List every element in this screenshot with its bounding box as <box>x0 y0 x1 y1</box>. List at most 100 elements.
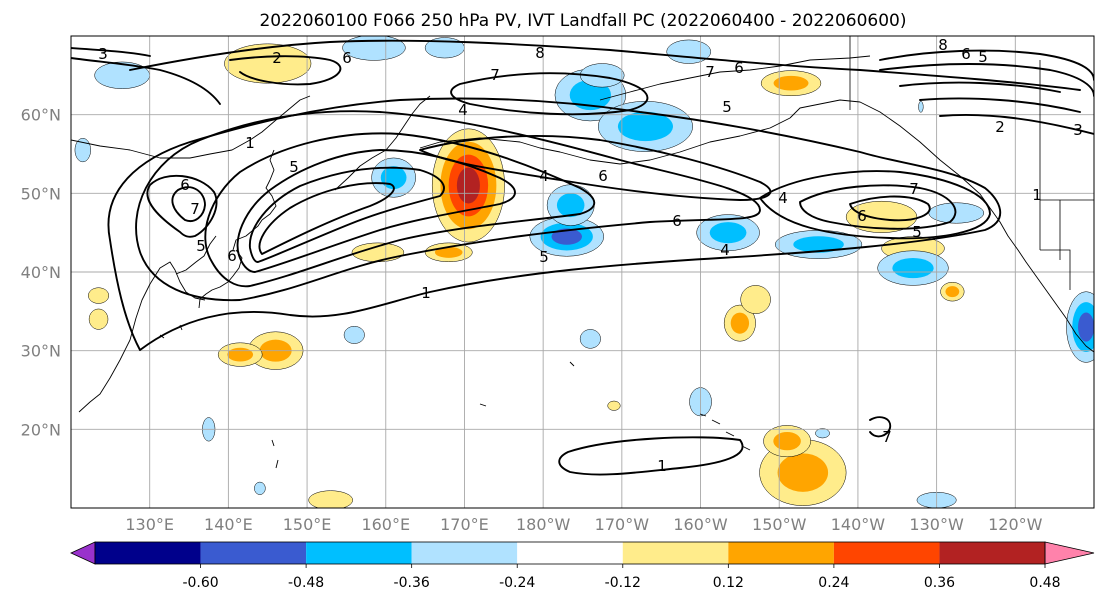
contour-northwest <box>71 47 342 105</box>
lon-tick-label: 170°E <box>440 515 489 534</box>
contour-label: 6 <box>857 207 867 225</box>
contour-1-main <box>107 97 1002 351</box>
lon-tick-label: 130°E <box>125 515 174 534</box>
contour-label: 1 <box>1032 186 1042 204</box>
contour-label: 7 <box>909 180 919 198</box>
colorbar-segment <box>833 542 940 564</box>
lon-tick-label: 170°W <box>595 515 650 534</box>
contour-north-pacific-ring <box>419 134 772 201</box>
pv-anomaly-area-11-level-2 <box>773 75 809 91</box>
contour-low-west-inner <box>171 186 206 222</box>
pv-anomaly-area-27-level-2 <box>793 236 844 253</box>
lon-tick-label: 120°W <box>988 515 1043 534</box>
colorbar-segment <box>728 542 834 564</box>
pv-anomaly-area-16-level-1 <box>88 308 109 330</box>
longitude-tick-labels: 130°E 140°E 150°E 160°E 170°E 180°W 170°W 160°W… <box>125 515 1042 534</box>
colorbar-segment <box>306 542 412 564</box>
contour-label: 2 <box>995 118 1005 136</box>
pv-anomaly-area-34-level-1 <box>666 39 712 64</box>
contour-northeast <box>879 49 1094 135</box>
pv-anomaly-area-29-level-3 <box>1078 312 1094 342</box>
pv-anomaly-area-15-level-1 <box>88 287 110 304</box>
pv-anomaly-area-31-level-1 <box>342 36 406 61</box>
coastline-russia <box>71 95 311 221</box>
pv-anomaly-area-0-level-4 <box>456 167 480 204</box>
pv-anomaly-area-25-level-2 <box>617 111 673 142</box>
pv-anomaly-area-23-level-2 <box>556 193 585 218</box>
pv-anomaly-area-44-level-1 <box>74 138 91 163</box>
lon-tick-label: 180°W <box>516 515 571 534</box>
ivt-contours <box>71 39 1094 476</box>
contour-label: 5 <box>196 237 206 255</box>
contour-north-high <box>450 72 649 116</box>
pv-anomaly-area-22-level-3 <box>551 228 582 245</box>
contour-label: 7 <box>882 428 892 446</box>
lat-tick-label: 20°N <box>21 420 61 439</box>
chart-title: 2022060100 F066 250 hPa PV, IVT Landfall… <box>259 11 906 31</box>
pv-anomaly-area-41-level-1 <box>254 481 266 495</box>
contour-label: 6 <box>180 176 190 194</box>
political-borders <box>849 36 1094 290</box>
colorbar-tick-label: 0.36 <box>924 575 955 591</box>
lon-tick-label: 150°E <box>283 515 332 534</box>
lat-tick-label: 40°N <box>21 263 61 282</box>
contour-label: 5 <box>722 98 732 116</box>
colorbar-tick-label: -0.24 <box>499 575 535 591</box>
contour-label: 4 <box>720 241 730 259</box>
contour-label: 5 <box>978 48 988 66</box>
contour-label: 5 <box>539 248 549 266</box>
pv-anomaly-area-37-level-1 <box>579 329 601 349</box>
contour-label: 1 <box>657 457 667 475</box>
contour-east-low-inner <box>849 195 931 222</box>
contour-3-ring <box>204 132 596 288</box>
pv-anomaly-area-3-level-1 <box>224 43 312 84</box>
contour-east-low-mid <box>799 184 957 230</box>
colorbar-tick-label: -0.48 <box>288 575 324 591</box>
contour-label: 5 <box>289 158 299 176</box>
contour-east-low-outer <box>759 170 991 240</box>
contour-1-north <box>129 39 1081 91</box>
coastline-north-america <box>989 207 1094 353</box>
pv-anomaly-area-5-level-2 <box>227 347 254 362</box>
contour-label: 5 <box>912 223 922 241</box>
contour-small-east <box>869 416 892 438</box>
contour-2-ring <box>135 110 761 302</box>
contour-label: 6 <box>227 247 237 265</box>
contour-label: 6 <box>672 212 682 230</box>
contour-label: 4 <box>778 189 788 207</box>
lon-tick-label: 160°W <box>673 515 728 534</box>
colorbar-tick-label: 0.12 <box>713 575 744 591</box>
lon-tick-label: 130°W <box>909 515 964 534</box>
contour-label: 6 <box>598 167 608 185</box>
contour-label: 4 <box>458 101 468 119</box>
colorbar-tick-label: 0.24 <box>818 575 849 591</box>
pv-anomaly-area-20-level-1 <box>607 400 621 411</box>
border-us-states <box>1039 200 1071 290</box>
colorbar-segment <box>95 542 201 564</box>
contour-label: 8 <box>938 36 948 54</box>
contour-6-ring <box>258 182 395 255</box>
pv-anomaly-area-6-level-2 <box>777 453 829 492</box>
contour-label: 7 <box>490 66 500 84</box>
latitude-tick-labels: 20°N 30°N 40°N 50°N 60°N <box>21 106 61 440</box>
contour-label: 3 <box>98 45 108 63</box>
colorbar-tick-label: 0.48 <box>1029 575 1060 591</box>
pv-anomaly-area-43-level-1 <box>815 428 830 439</box>
contour-lows-west <box>146 174 218 238</box>
lat-tick-label: 50°N <box>21 184 61 203</box>
contour-label: 7 <box>705 63 715 81</box>
coastline-kamchatka <box>334 95 431 191</box>
contour-5-ring <box>249 166 445 263</box>
coastline-korea-china <box>78 235 217 413</box>
coastline-aleutians <box>419 117 791 165</box>
pv-anomaly-area-10-level-2 <box>730 312 750 334</box>
lat-tick-label: 30°N <box>21 342 61 361</box>
coastline-hawaii <box>699 413 751 451</box>
contour-label: 1 <box>421 284 431 302</box>
colorbar-segment <box>411 542 518 564</box>
pv-anomaly-area-1-level-2 <box>434 246 463 258</box>
colorbar-frame <box>94 541 1046 565</box>
colorbar-segment <box>200 542 307 564</box>
